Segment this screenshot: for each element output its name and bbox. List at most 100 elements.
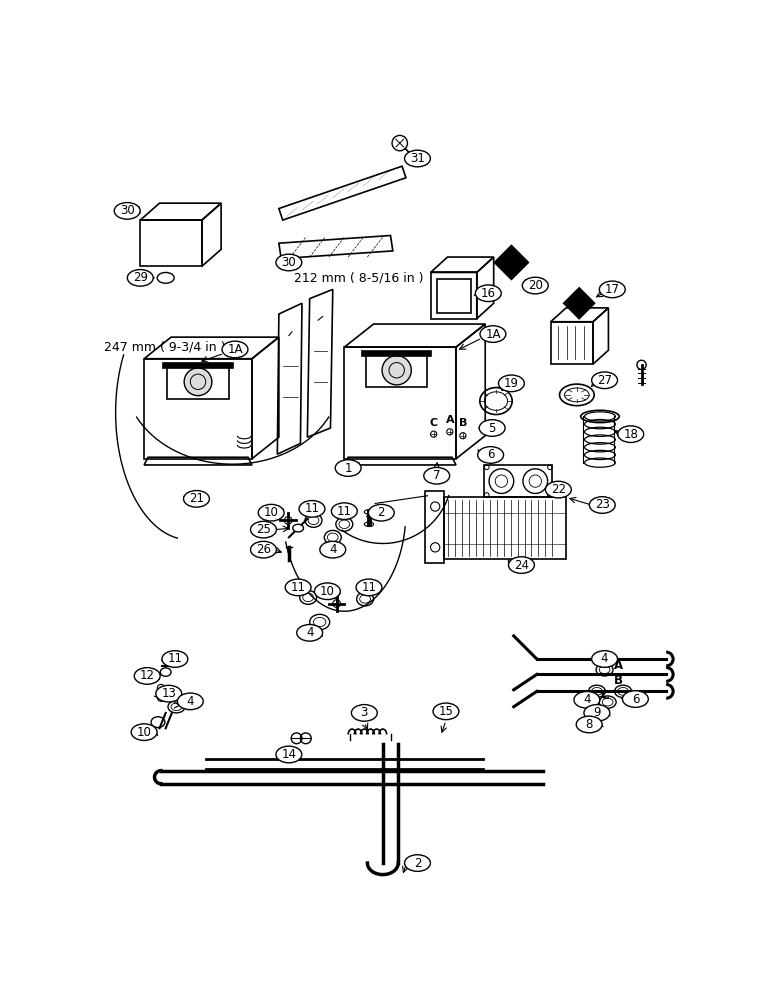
Ellipse shape: [222, 341, 248, 358]
Ellipse shape: [591, 651, 617, 667]
Text: 4: 4: [187, 695, 194, 708]
Ellipse shape: [574, 691, 600, 708]
Polygon shape: [495, 246, 528, 279]
Text: 31: 31: [410, 152, 425, 165]
Ellipse shape: [331, 503, 357, 519]
Text: 10: 10: [137, 726, 151, 739]
Text: B: B: [458, 418, 467, 428]
Ellipse shape: [296, 625, 323, 641]
Ellipse shape: [352, 705, 377, 721]
Text: 27: 27: [597, 374, 612, 387]
Text: 2: 2: [414, 857, 421, 870]
Text: 17: 17: [604, 283, 620, 296]
Ellipse shape: [508, 557, 535, 573]
Text: B: B: [614, 674, 623, 687]
Text: 1A: 1A: [485, 328, 501, 341]
Text: 5: 5: [488, 422, 496, 434]
Text: 11: 11: [290, 581, 306, 594]
Text: 11: 11: [167, 652, 183, 666]
Text: 20: 20: [528, 279, 543, 292]
Ellipse shape: [433, 703, 459, 720]
Ellipse shape: [599, 281, 625, 298]
Ellipse shape: [157, 272, 174, 283]
Text: 23: 23: [595, 498, 610, 512]
Text: 22: 22: [551, 483, 566, 496]
Text: 4: 4: [601, 652, 608, 666]
Ellipse shape: [336, 460, 361, 476]
Text: 4: 4: [583, 693, 591, 706]
Circle shape: [184, 368, 212, 396]
Ellipse shape: [584, 705, 610, 721]
Text: 4: 4: [306, 626, 313, 639]
Ellipse shape: [319, 541, 346, 558]
Ellipse shape: [177, 693, 204, 710]
Ellipse shape: [480, 326, 506, 342]
Text: 10: 10: [263, 506, 279, 519]
Ellipse shape: [589, 497, 615, 513]
Text: 30: 30: [282, 256, 296, 269]
Text: 212 mm ( 8-5/16 in ): 212 mm ( 8-5/16 in ): [294, 271, 424, 284]
Ellipse shape: [475, 285, 502, 302]
Text: 19: 19: [504, 377, 519, 390]
Text: 11: 11: [304, 502, 319, 515]
Polygon shape: [564, 288, 594, 319]
Text: 18: 18: [624, 428, 638, 441]
Ellipse shape: [405, 150, 430, 167]
Text: C: C: [601, 689, 609, 702]
Text: 15: 15: [439, 705, 453, 718]
Text: 4: 4: [329, 543, 336, 556]
Ellipse shape: [622, 691, 648, 707]
Ellipse shape: [479, 420, 505, 436]
Text: 12: 12: [140, 669, 154, 682]
Ellipse shape: [522, 277, 548, 294]
Ellipse shape: [285, 579, 311, 596]
Text: 29: 29: [133, 271, 147, 284]
Text: 10: 10: [320, 585, 335, 598]
Ellipse shape: [299, 501, 325, 517]
Text: C: C: [429, 418, 438, 428]
Ellipse shape: [114, 203, 140, 219]
Text: 16: 16: [481, 287, 496, 300]
Ellipse shape: [576, 716, 602, 733]
Text: 247 mm ( 9-3/4 in ): 247 mm ( 9-3/4 in ): [104, 341, 226, 354]
Text: 6: 6: [631, 693, 639, 706]
Text: 11: 11: [337, 505, 352, 518]
Ellipse shape: [545, 481, 571, 498]
Ellipse shape: [314, 583, 340, 600]
Text: A: A: [445, 415, 454, 425]
Ellipse shape: [369, 504, 394, 521]
Text: 11: 11: [362, 581, 376, 594]
Text: 9: 9: [593, 706, 601, 719]
Text: 13: 13: [161, 687, 176, 700]
Text: A: A: [614, 659, 623, 672]
Text: 26: 26: [256, 543, 271, 556]
Text: 24: 24: [514, 559, 529, 572]
Ellipse shape: [276, 254, 302, 271]
Text: 1: 1: [344, 462, 352, 475]
Ellipse shape: [591, 372, 617, 389]
Text: 1A: 1A: [227, 343, 243, 356]
Ellipse shape: [162, 651, 188, 667]
Text: 3: 3: [361, 706, 368, 719]
Ellipse shape: [258, 504, 284, 521]
Text: 21: 21: [189, 492, 204, 505]
Text: 14: 14: [281, 748, 296, 761]
Text: 6: 6: [487, 448, 495, 461]
Ellipse shape: [405, 855, 430, 871]
Text: 25: 25: [256, 523, 271, 536]
Ellipse shape: [617, 426, 644, 442]
Ellipse shape: [250, 521, 276, 538]
Ellipse shape: [498, 375, 525, 392]
Text: 30: 30: [120, 204, 134, 217]
Text: 8: 8: [585, 718, 593, 731]
Ellipse shape: [184, 491, 210, 507]
Ellipse shape: [156, 685, 182, 702]
Text: 2: 2: [378, 506, 385, 519]
Ellipse shape: [131, 724, 157, 740]
Ellipse shape: [276, 746, 302, 763]
Ellipse shape: [134, 668, 161, 684]
Circle shape: [382, 356, 412, 385]
Polygon shape: [362, 351, 432, 356]
Ellipse shape: [356, 579, 382, 596]
Ellipse shape: [478, 447, 504, 463]
